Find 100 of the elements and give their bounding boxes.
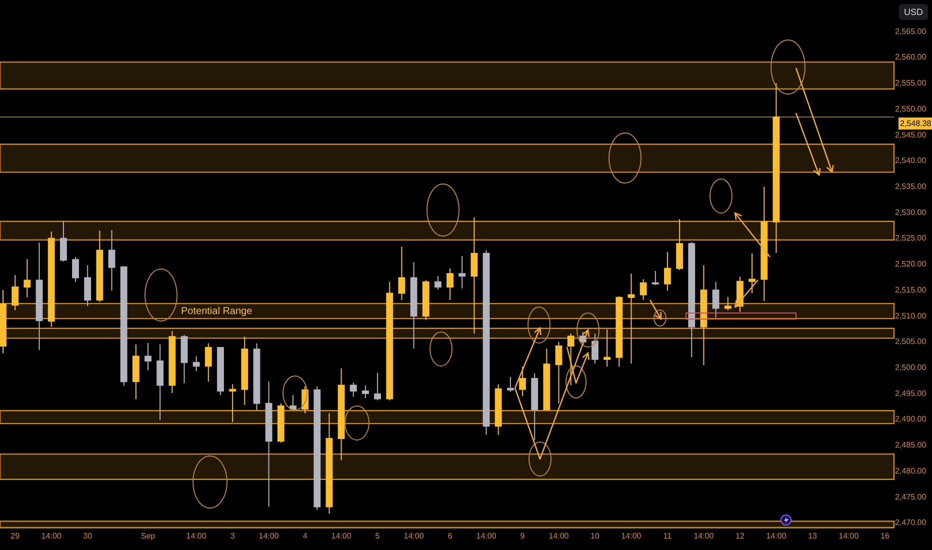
x-tick-label: 6 xyxy=(448,532,453,541)
x-tick-label: 14:00 xyxy=(548,532,570,541)
candlestick xyxy=(640,278,647,300)
x-tick-label: 9 xyxy=(520,532,526,541)
candlestick xyxy=(144,342,152,371)
candlestick xyxy=(132,344,140,400)
x-tick-label: 14:00 xyxy=(186,532,207,541)
candlestick xyxy=(700,264,708,366)
y-tick-label: 2,490.00 xyxy=(895,414,927,424)
x-tick-label: 13 xyxy=(808,532,818,541)
y-tick-label: 2,480.00 xyxy=(895,466,927,476)
candlestick xyxy=(422,280,430,321)
candlestick xyxy=(36,242,43,351)
y-tick-label: 2,510.00 xyxy=(895,311,927,320)
candlestick xyxy=(398,246,406,300)
x-tick-label: 3 xyxy=(230,532,236,541)
candlestick xyxy=(772,82,780,254)
candlestick xyxy=(84,264,92,307)
candlestick xyxy=(290,394,296,411)
text: USD xyxy=(898,4,928,20)
candlestick xyxy=(760,186,768,302)
x-tick-label: 16 xyxy=(880,532,890,541)
x-tick-label: 14:00 xyxy=(476,532,497,541)
y-tick-label: 2,520.00 xyxy=(895,260,927,269)
candlestick xyxy=(519,366,526,397)
candlestick xyxy=(253,342,260,411)
candlestick xyxy=(664,251,671,292)
candlestick xyxy=(156,344,164,420)
candlestick xyxy=(24,258,31,298)
candlestick xyxy=(229,384,236,422)
candlestick xyxy=(192,356,200,372)
y-tick-label: 2,505.00 xyxy=(895,337,927,346)
y-tick-label: 2,545.00 xyxy=(895,130,927,140)
candlestick xyxy=(628,273,635,364)
x-tick-label: Sep xyxy=(140,532,156,541)
candlestick xyxy=(543,348,550,411)
x-tick-label: 14:00 xyxy=(621,532,642,541)
x-tick-label: 30 xyxy=(83,532,93,541)
x-tick-label: 4 xyxy=(302,532,308,541)
candlestick xyxy=(326,412,333,514)
y-tick-label: 2,525.00 xyxy=(895,234,927,243)
candlestick xyxy=(96,230,104,303)
candlestick xyxy=(72,256,79,282)
candlestick xyxy=(120,266,128,386)
candlestick xyxy=(676,218,684,270)
x-tick-label: 14:00 xyxy=(838,532,860,541)
candlestick xyxy=(616,296,623,368)
candlestick xyxy=(180,334,188,384)
candlestick xyxy=(12,274,19,311)
candlestick xyxy=(386,281,394,401)
x-tick-label: 5 xyxy=(375,532,380,541)
y-tick-label: 2,550.00 xyxy=(895,104,927,114)
candlestick xyxy=(338,368,345,461)
candlestick xyxy=(748,252,756,294)
x-tick-label: 14:00 xyxy=(694,532,714,541)
candlestick xyxy=(482,250,490,436)
candlestick xyxy=(592,333,598,364)
candlestick xyxy=(350,382,357,398)
y-tick-label: 2,555.00 xyxy=(895,78,927,88)
candlestick xyxy=(652,270,659,286)
candlestick xyxy=(494,384,502,436)
y-tick-label: 2,530.00 xyxy=(895,208,927,217)
y-tick-label: 2,560.00 xyxy=(895,52,927,62)
y-tick-label: 2,470.00 xyxy=(895,518,927,528)
candlestick xyxy=(712,281,720,318)
candlestick xyxy=(446,268,454,300)
y-tick-label: 2,485.00 xyxy=(895,440,927,450)
band-label: Potential Range xyxy=(181,306,253,317)
candlestick xyxy=(555,341,562,404)
ref-line-label: 2,548.38 xyxy=(900,119,932,128)
candlestick xyxy=(314,386,321,510)
candlestick xyxy=(531,372,538,441)
x-tick-label: 11 xyxy=(663,532,672,541)
candlestick xyxy=(374,372,381,401)
x-tick-label: 12 xyxy=(736,532,745,541)
candlestick xyxy=(0,290,6,354)
y-tick-label: 2,475.00 xyxy=(895,492,927,502)
x-tick-label: 14:00 xyxy=(766,532,787,541)
candlestick xyxy=(458,255,466,290)
y-tick-label: 2,500.00 xyxy=(895,362,927,372)
candlestick xyxy=(265,381,272,508)
y-tick-label: 2,515.00 xyxy=(895,285,927,294)
candlestick xyxy=(204,342,212,382)
x-tick-label: 14:00 xyxy=(331,532,352,541)
candlestick xyxy=(168,330,176,394)
candlestick xyxy=(688,242,696,358)
candlestick xyxy=(362,384,369,399)
x-tick-label: 14:00 xyxy=(404,532,424,541)
candlestick xyxy=(506,376,514,392)
x-tick-label: 14:00 xyxy=(258,532,280,541)
candlestick xyxy=(277,402,284,444)
candlestick xyxy=(217,346,224,396)
y-tick-label: 2,495.00 xyxy=(895,388,927,398)
y-tick-label: 2,565.00 xyxy=(895,26,927,36)
candlestick xyxy=(108,230,116,292)
candlestick xyxy=(724,296,732,311)
candlestick xyxy=(470,216,478,334)
candlestick xyxy=(48,231,55,328)
x-tick-label: 29 xyxy=(10,532,20,541)
x-tick-label: 14:00 xyxy=(41,532,62,541)
